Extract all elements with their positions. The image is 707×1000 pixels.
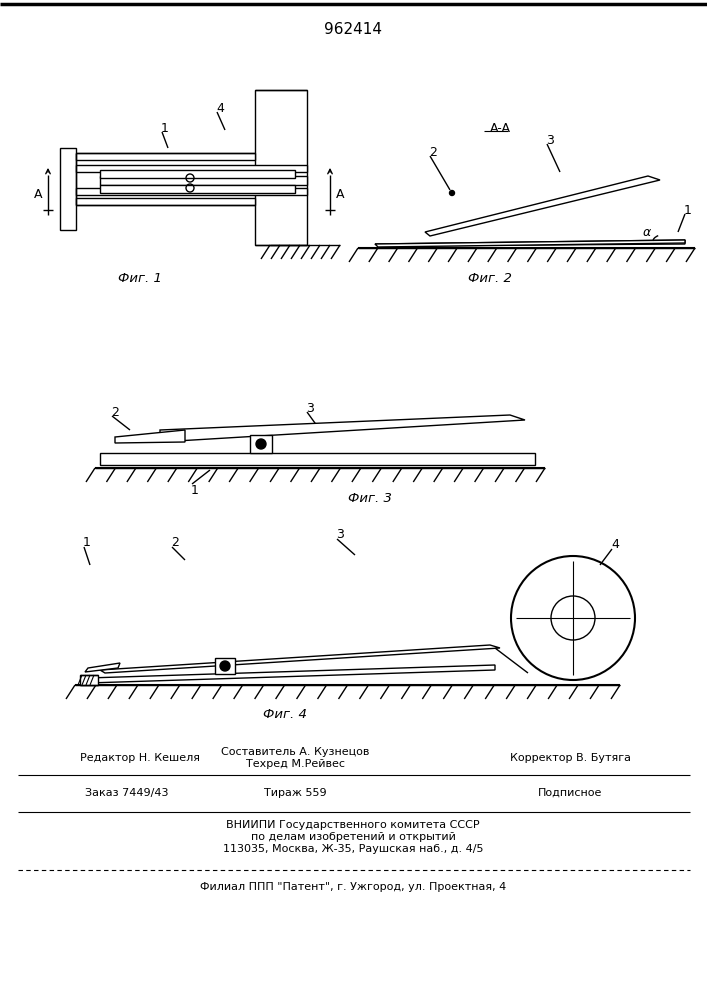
- Polygon shape: [160, 415, 525, 442]
- Text: A: A: [336, 188, 344, 202]
- Text: по делам изобретений и открытий: по делам изобретений и открытий: [250, 832, 455, 842]
- Polygon shape: [85, 663, 120, 672]
- Polygon shape: [100, 170, 295, 178]
- Text: Тираж 559: Тираж 559: [264, 788, 327, 798]
- Bar: [215, 658, 235, 674]
- Text: 1: 1: [161, 121, 169, 134]
- Bar: [255, 90, 307, 245]
- Text: Техред М.Рейвес: Техред М.Рейвес: [245, 759, 344, 769]
- Text: ВНИИПИ Государственного комитета СССР: ВНИИПИ Государственного комитета СССР: [226, 820, 480, 830]
- Text: 4: 4: [216, 102, 224, 114]
- Text: 1: 1: [684, 204, 692, 217]
- Polygon shape: [100, 185, 295, 193]
- Text: Редактор Н. Кешеля: Редактор Н. Кешеля: [80, 753, 200, 763]
- Text: Составитель А. Кузнецов: Составитель А. Кузнецов: [221, 747, 369, 757]
- Bar: [250, 435, 272, 453]
- Polygon shape: [375, 240, 685, 247]
- Text: A: A: [34, 188, 42, 202]
- Text: 1: 1: [83, 536, 91, 550]
- Text: Корректор В. Бутяга: Корректор В. Бутяга: [510, 753, 631, 763]
- Bar: [80, 675, 98, 685]
- Text: 1: 1: [191, 484, 199, 496]
- Polygon shape: [76, 153, 255, 205]
- Text: Фиг. 4: Фиг. 4: [263, 708, 307, 720]
- Polygon shape: [88, 665, 495, 683]
- Text: Фиг. 3: Фиг. 3: [348, 491, 392, 504]
- Text: Подписное: Подписное: [538, 788, 602, 798]
- Text: A-A: A-A: [489, 121, 510, 134]
- Polygon shape: [100, 176, 307, 185]
- Polygon shape: [100, 453, 535, 465]
- Text: 4: 4: [611, 538, 619, 552]
- Polygon shape: [76, 198, 255, 205]
- Circle shape: [551, 596, 595, 640]
- Text: 2: 2: [429, 145, 437, 158]
- Text: Заказ 7449/43: Заказ 7449/43: [85, 788, 168, 798]
- Circle shape: [511, 556, 635, 680]
- Text: 113035, Москва, Ж-35, Раушская наб., д. 4/5: 113035, Москва, Ж-35, Раушская наб., д. …: [223, 844, 484, 854]
- Polygon shape: [375, 240, 685, 246]
- Text: 3: 3: [306, 401, 314, 414]
- Polygon shape: [115, 430, 185, 443]
- Text: 962414: 962414: [324, 22, 382, 37]
- Text: 3: 3: [546, 133, 554, 146]
- Polygon shape: [100, 645, 500, 673]
- Text: α: α: [643, 226, 651, 238]
- Circle shape: [256, 439, 266, 449]
- Polygon shape: [425, 176, 660, 236]
- Polygon shape: [76, 188, 307, 195]
- Polygon shape: [76, 165, 307, 172]
- Text: 2: 2: [171, 536, 179, 550]
- Text: Фиг. 1: Фиг. 1: [118, 271, 162, 284]
- Circle shape: [450, 190, 455, 196]
- Text: Фиг. 2: Фиг. 2: [468, 271, 512, 284]
- Bar: [60, 148, 76, 230]
- Text: 2: 2: [111, 406, 119, 418]
- Text: 3: 3: [336, 528, 344, 542]
- Text: Филиал ППП "Патент", г. Ужгород, ул. Проектная, 4: Филиал ППП "Патент", г. Ужгород, ул. Про…: [200, 882, 506, 892]
- Circle shape: [220, 661, 230, 671]
- Polygon shape: [76, 153, 255, 160]
